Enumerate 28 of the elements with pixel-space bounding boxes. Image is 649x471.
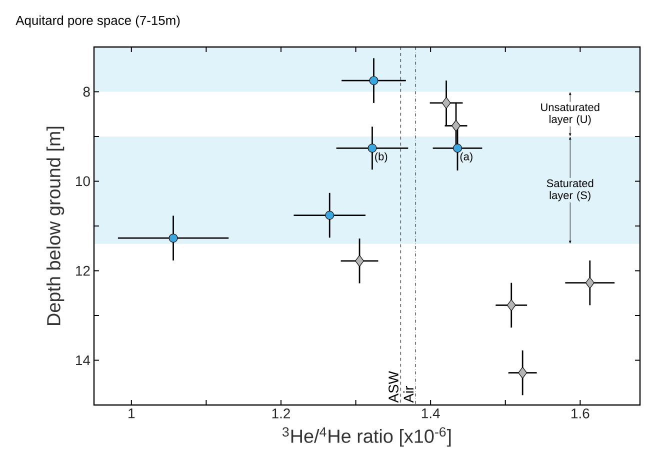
- point: [325, 210, 334, 220]
- point: [368, 144, 377, 153]
- point: [518, 366, 528, 379]
- point: [168, 234, 178, 243]
- annotation: (b): [375, 152, 388, 163]
- x-tick-label: 1.6: [572, 408, 590, 418]
- x-tick-label: 1: [128, 408, 135, 418]
- point: [442, 97, 451, 109]
- x-tick-label: 1.4: [422, 408, 440, 418]
- ref-line-label: ASW: [388, 371, 398, 403]
- y-tick-label: 12: [76, 266, 90, 276]
- point: [355, 255, 364, 267]
- annotation: (a): [460, 152, 472, 163]
- y-tick-label: 8: [83, 86, 90, 97]
- y-tick-label: 14: [76, 355, 90, 366]
- point: [453, 144, 462, 153]
- point: [506, 299, 516, 312]
- chart-title: Aquitard pore space (7-15m): [16, 15, 180, 28]
- ref-line-label: Air: [403, 386, 414, 403]
- point: [585, 276, 594, 289]
- band-label: Saturated layer (S): [546, 179, 594, 202]
- y-tick-label: 10: [76, 176, 90, 186]
- point: [369, 76, 378, 86]
- point: [452, 120, 460, 132]
- y-axis-title: Depth below ground [m]: [46, 126, 64, 325]
- annotation: Unsaturated layer (U): [541, 103, 600, 126]
- x-axis-title: $^{3}$He/$^{4}$He ratio [x10$^{-6}$]: [282, 427, 451, 447]
- x-tick-label: 1.2: [272, 408, 290, 418]
